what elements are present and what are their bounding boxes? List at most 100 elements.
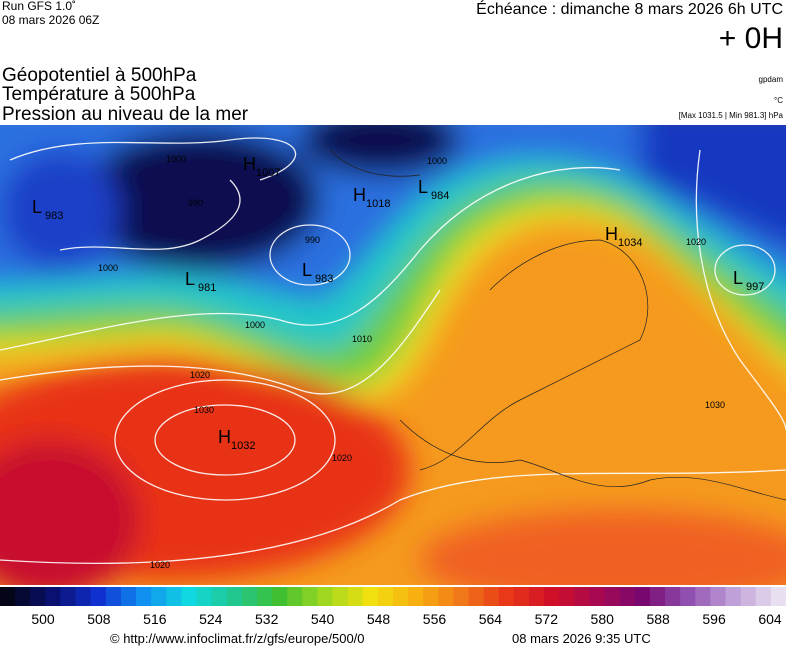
- colorbar-swatch: [15, 587, 31, 606]
- colorbar-swatch: [574, 587, 590, 606]
- unit: °C: [774, 96, 783, 105]
- colorbar-swatch: [90, 587, 107, 606]
- contour-label: 990: [188, 198, 203, 208]
- colorbar-swatch: [468, 587, 485, 606]
- colorbar-tick-label: 524: [199, 611, 223, 627]
- colorbar-tick-label: 604: [758, 611, 782, 627]
- offset: + 0H: [719, 22, 783, 55]
- contour-label: 1000: [166, 154, 186, 164]
- colorbar: 500 508 516 524 532 540 548 556 564 572 580 588 596 6…: [0, 587, 786, 627]
- contour-label: 1020: [686, 237, 706, 247]
- colorbar-swatch: [120, 587, 137, 606]
- colorbar-swatch: [498, 587, 515, 606]
- colorbar-swatch: [287, 587, 303, 606]
- contour-label: 1020: [190, 370, 210, 380]
- colorbar-tick-label: 508: [87, 611, 111, 627]
- map: [0, 125, 786, 585]
- unit: gpdam: [759, 75, 784, 84]
- colorbar-swatch: [740, 587, 757, 606]
- colorbar-tick-label: 516: [143, 611, 167, 627]
- colorbar-swatch: [347, 587, 364, 606]
- center-kind: H: [243, 154, 256, 174]
- colorbar-swatch: [423, 587, 439, 606]
- colorbar-tick-label: 588: [646, 611, 670, 627]
- center-pressure: 984: [431, 190, 449, 202]
- center-kind: L: [302, 260, 312, 280]
- colorbar-swatch: [680, 587, 696, 606]
- center-kind: L: [185, 269, 195, 289]
- colorbar-swatch: [75, 587, 92, 606]
- colorbar-swatch: [770, 587, 786, 606]
- colorbar-swatch: [45, 587, 61, 606]
- colorbar-swatch: [30, 587, 46, 606]
- colorbar-swatch: [453, 587, 470, 606]
- contour-labels: 1000 990 1000 1010 1000 1020 1030 1020 1020 1020 1…: [98, 154, 725, 570]
- contour-label: 1030: [194, 405, 214, 415]
- colorbar-swatch: [513, 587, 530, 606]
- colorbar-swatch: [317, 587, 334, 606]
- colorbar-swatch: [151, 587, 167, 606]
- legend-line: Température à 500hPa: [2, 84, 196, 105]
- colorbar-tick-label: 580: [591, 611, 615, 627]
- colorbar-tick-label: 548: [367, 611, 391, 627]
- colorbar-swatch: [362, 587, 379, 606]
- center-kind: H: [353, 185, 366, 205]
- contour-label: 1000: [245, 320, 265, 330]
- legend-line: Géopotentiel à 500hPa: [2, 65, 197, 86]
- colorbar-tick-label: 596: [702, 611, 726, 627]
- center-pressure: 983: [45, 210, 63, 222]
- colorbar-swatch: [136, 587, 152, 606]
- footer-url: © http://www.infoclimat.fr/z/gfs/europe/…: [110, 631, 365, 646]
- colorbar-swatch: [256, 587, 273, 606]
- colorbar-swatch: [241, 587, 258, 606]
- center-pressure: 1034: [618, 237, 642, 249]
- colorbar-tick-label: 500: [31, 611, 55, 627]
- echeance: Échéance : dimanche 8 mars 2026 6h UTC: [476, 0, 783, 18]
- contour-label: 1000: [98, 263, 118, 273]
- colorbar-swatch: [755, 587, 772, 606]
- colorbar-swatch: [0, 587, 16, 606]
- center-kind: L: [418, 177, 428, 197]
- colorbar-tick-label: 532: [255, 611, 279, 627]
- colorbar-swatch: [438, 587, 454, 606]
- contour-label: 1020: [150, 560, 170, 570]
- colorbar-swatch: [634, 587, 651, 606]
- colorbar-swatch: [559, 587, 575, 606]
- colorbar-swatch: [332, 587, 349, 606]
- colorbar-swatch: [272, 587, 288, 606]
- colorbar-tick-label: 556: [423, 611, 447, 627]
- center-pressure: 983: [315, 273, 333, 285]
- center-pressure: 1032: [231, 440, 255, 452]
- run-date: 08 mars 2026 06Z: [2, 13, 99, 27]
- colorbar-swatch: [544, 587, 560, 606]
- colorbar-swatch: [196, 587, 213, 606]
- center-kind: L: [32, 197, 42, 217]
- unit: [Max 1031.5 | Min 981.3] hPa: [679, 111, 784, 120]
- colorbar-swatch: [226, 587, 243, 606]
- colorbar-swatch: [393, 587, 409, 606]
- colorbar-swatch: [695, 587, 711, 606]
- colorbar-swatch: [649, 587, 666, 606]
- colorbar-swatch: [302, 587, 318, 606]
- colorbar-swatch: [483, 587, 500, 606]
- colorbar-swatch: [166, 587, 182, 606]
- colorbar-swatch: [529, 587, 545, 606]
- colorbar-tick-label: 572: [535, 611, 559, 627]
- legend-line: Pression au niveau de la mer: [2, 104, 249, 125]
- center-pressure: 981: [198, 282, 216, 294]
- colorbar-swatch: [105, 587, 122, 606]
- colorbar-swatch: [725, 587, 742, 606]
- center-kind: H: [218, 427, 231, 447]
- center-pressure: 997: [746, 281, 764, 293]
- colorbar-swatch: [619, 587, 636, 606]
- colorbar-swatch: [211, 587, 228, 606]
- colorbar-swatch: [377, 587, 394, 606]
- contour-label: 1000: [427, 156, 447, 166]
- center-kind: H: [605, 224, 618, 244]
- contour-label: 1010: [352, 334, 372, 344]
- colorbar-swatch: [665, 587, 681, 606]
- contour-label: 1020: [332, 453, 352, 463]
